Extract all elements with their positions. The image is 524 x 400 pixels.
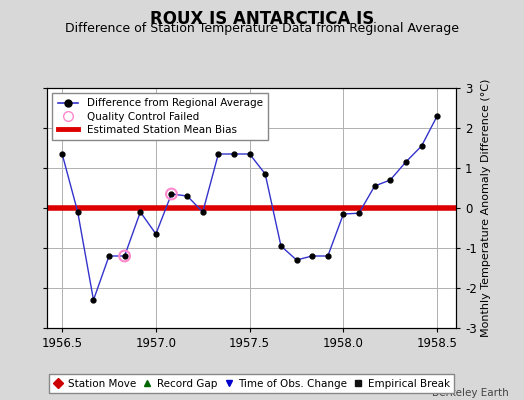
Point	[121, 253, 129, 259]
Text: Berkeley Earth: Berkeley Earth	[432, 388, 508, 398]
Y-axis label: Monthly Temperature Anomaly Difference (°C): Monthly Temperature Anomaly Difference (…	[481, 79, 491, 337]
Text: Difference of Station Temperature Data from Regional Average: Difference of Station Temperature Data f…	[65, 22, 459, 35]
Legend: Difference from Regional Average, Quality Control Failed, Estimated Station Mean: Difference from Regional Average, Qualit…	[52, 93, 268, 140]
Text: ROUX IS ANTARCTICA IS: ROUX IS ANTARCTICA IS	[150, 10, 374, 28]
Legend: Station Move, Record Gap, Time of Obs. Change, Empirical Break: Station Move, Record Gap, Time of Obs. C…	[49, 374, 454, 393]
Point	[167, 191, 176, 197]
